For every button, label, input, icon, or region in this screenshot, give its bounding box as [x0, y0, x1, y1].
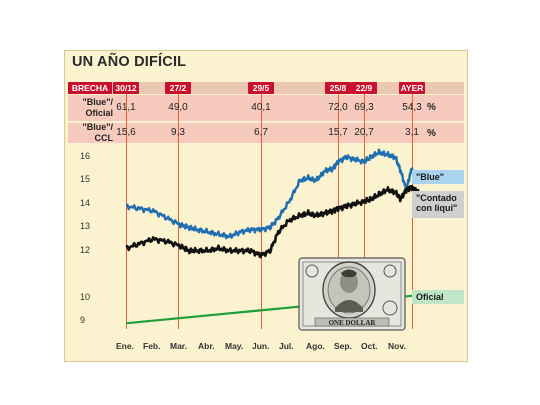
row-label-blue-oficial-line1: "Blue"/: [82, 97, 113, 107]
date-header: 27/2: [165, 82, 191, 94]
table-row-blue-ccl: [68, 123, 464, 143]
dollar-bill-icon: ONE DOLLAR: [297, 256, 407, 332]
table-cell: 15,7: [328, 127, 348, 138]
x-tick-label: Sep.: [334, 341, 352, 351]
date-header: 25/8: [325, 82, 351, 94]
x-tick-label: Feb.: [143, 341, 161, 351]
y-tick-label: 16: [80, 151, 91, 161]
y-tick-label: 10: [80, 292, 91, 302]
x-tick-label: Ago.: [306, 341, 325, 351]
row-label-blue-ccl-line2: CCL: [94, 133, 114, 143]
x-tick-label: Abr.: [198, 341, 215, 351]
date-header: 29/5: [248, 82, 274, 94]
date-marker-line: [261, 94, 262, 329]
date-marker-line: [364, 94, 365, 329]
x-tick-label: Oct.: [361, 341, 378, 351]
date-marker-line: [178, 94, 179, 329]
y-tick-label: 13: [80, 221, 91, 231]
row-label-blue-oficial-line2: Oficial: [85, 108, 113, 118]
table-cell: 6,7: [254, 127, 268, 138]
x-tick-label: Nov.: [388, 341, 406, 351]
y-tick-label: 14: [80, 198, 91, 208]
table-cell: 40,1: [251, 102, 271, 113]
series-line-ccl: [125, 184, 420, 259]
y-tick-label: 9: [80, 315, 86, 325]
legend-ccl-line2: con liqui": [416, 203, 458, 213]
svg-text:ONE DOLLAR: ONE DOLLAR: [329, 319, 377, 327]
x-tick-label: May.: [225, 341, 244, 351]
unit-pct-row1: %: [427, 102, 436, 113]
date-header: 30/12: [113, 82, 139, 94]
legend-oficial: Oficial: [412, 290, 464, 304]
chart-title: UN AÑO DIFÍCIL: [72, 54, 187, 70]
legend-blue: "Blue": [412, 170, 464, 184]
legend-ccl: "Contado con liqui": [412, 191, 464, 218]
date-header: 22/9: [351, 82, 377, 94]
table-cell: 49,0: [168, 102, 188, 113]
date-header: AYER: [399, 82, 425, 94]
table-cell: 3,1: [405, 127, 419, 138]
x-tick-label: Ene.: [116, 341, 134, 351]
row-label-blue-ccl-line1: "Blue"/: [82, 122, 113, 132]
date-marker-line: [126, 94, 127, 329]
x-tick-label: Jul.: [279, 341, 294, 351]
table-cell: 9,3: [171, 127, 185, 138]
table-cell: 61,1: [116, 102, 136, 113]
table-cell: 72,0: [328, 102, 348, 113]
table-cell: 15,6: [116, 127, 136, 138]
table-cell: 20,7: [354, 127, 374, 138]
series-line-blue: [125, 148, 420, 240]
table-cell: 69,3: [354, 102, 374, 113]
x-tick-label: Mar.: [170, 341, 188, 351]
table-row-blue-oficial: [68, 95, 464, 121]
y-tick-label: 12: [80, 245, 91, 255]
unit-pct-row2: %: [427, 128, 436, 139]
y-tick-label: 15: [80, 174, 91, 184]
table-header-label: BRECHA: [68, 82, 112, 94]
legend-ccl-line1: "Contado: [416, 193, 457, 203]
x-tick-label: Jun.: [252, 341, 270, 351]
table-cell: 54,3: [402, 102, 422, 113]
